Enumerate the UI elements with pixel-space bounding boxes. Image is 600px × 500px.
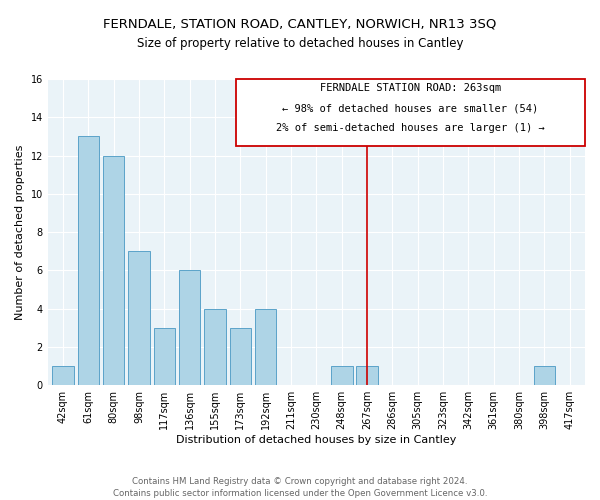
- Bar: [255, 308, 277, 385]
- Bar: [128, 251, 150, 385]
- Bar: [179, 270, 200, 385]
- Text: Size of property relative to detached houses in Cantley: Size of property relative to detached ho…: [137, 38, 463, 51]
- Bar: [331, 366, 353, 385]
- X-axis label: Distribution of detached houses by size in Cantley: Distribution of detached houses by size …: [176, 435, 457, 445]
- Bar: [154, 328, 175, 385]
- Text: Contains public sector information licensed under the Open Government Licence v3: Contains public sector information licen…: [113, 489, 487, 498]
- Text: ← 98% of detached houses are smaller (54): ← 98% of detached houses are smaller (54…: [282, 103, 539, 113]
- Bar: [77, 136, 99, 385]
- Bar: [356, 366, 378, 385]
- Bar: [230, 328, 251, 385]
- Text: FERNDALE, STATION ROAD, CANTLEY, NORWICH, NR13 3SQ: FERNDALE, STATION ROAD, CANTLEY, NORWICH…: [103, 18, 497, 30]
- Bar: [533, 366, 555, 385]
- Text: Contains HM Land Registry data © Crown copyright and database right 2024.: Contains HM Land Registry data © Crown c…: [132, 478, 468, 486]
- Text: 2% of semi-detached houses are larger (1) →: 2% of semi-detached houses are larger (1…: [276, 123, 545, 133]
- Y-axis label: Number of detached properties: Number of detached properties: [15, 144, 25, 320]
- Bar: [52, 366, 74, 385]
- Bar: [103, 156, 124, 385]
- Text: FERNDALE STATION ROAD: 263sqm: FERNDALE STATION ROAD: 263sqm: [320, 83, 501, 93]
- Bar: [204, 308, 226, 385]
